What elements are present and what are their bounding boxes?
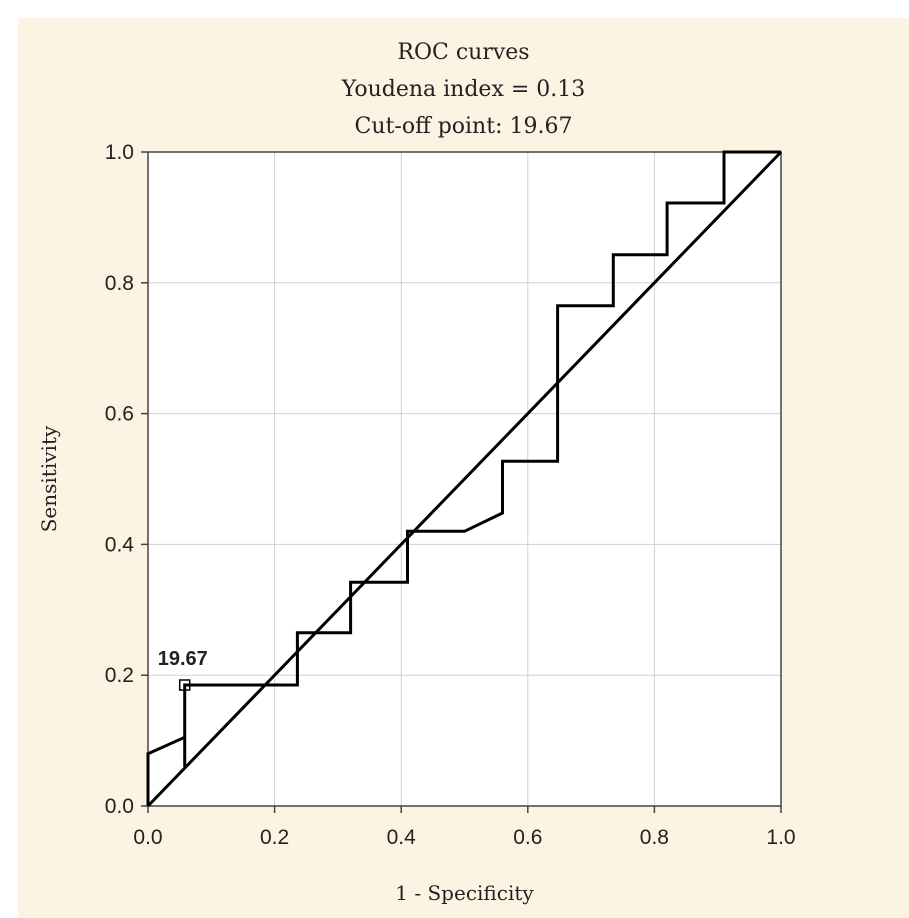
plot-frame xyxy=(147,151,782,807)
x-tick-label: 0.4 xyxy=(387,826,417,849)
y-tick-label: 0.0 xyxy=(105,795,134,818)
y-axis-label: Sensitivity xyxy=(37,425,61,532)
chart-subtitle-youden: Youdena index = 0.13 xyxy=(341,77,586,102)
chart-figure: ROC curves Youdena index = 0.13 Cut-off … xyxy=(18,18,909,918)
roc-curve-line xyxy=(146,150,781,806)
x-tick-label: 0.2 xyxy=(260,826,289,849)
y-axis-ticks: 0.0 0.2 0.4 0.6 0.8 1.0 xyxy=(105,141,148,818)
x-tick-label: 0.8 xyxy=(640,826,669,849)
x-tick-label: 1.0 xyxy=(766,826,795,849)
y-tick-label: 0.8 xyxy=(105,272,134,295)
reference-diagonal-line xyxy=(146,150,783,808)
chart-title: ROC curves xyxy=(397,40,530,65)
y-tick-label: 0.4 xyxy=(105,533,135,556)
x-tick-label: 0.0 xyxy=(133,826,162,849)
x-axis-ticks: 0.0 0.2 0.4 0.6 0.8 1.0 xyxy=(133,806,796,849)
x-axis-label: 1 - Specificity xyxy=(395,881,534,905)
cutoff-point-label: 19.67 xyxy=(158,648,208,670)
cutoff-point-marker xyxy=(178,679,191,691)
x-tick-label: 0.6 xyxy=(513,826,542,849)
y-tick-label: 0.2 xyxy=(105,664,134,687)
y-tick-label: 0.6 xyxy=(105,403,134,426)
chart-subtitle-cutoff: Cut-off point: 19.67 xyxy=(354,114,573,139)
roc-chart-svg: 0.0 0.2 0.4 0.6 0.8 1.0 0.0 0.2 0.4 0.6 0.8 1.0 19… xyxy=(37,141,796,905)
y-tick-label: 1.0 xyxy=(105,141,134,164)
